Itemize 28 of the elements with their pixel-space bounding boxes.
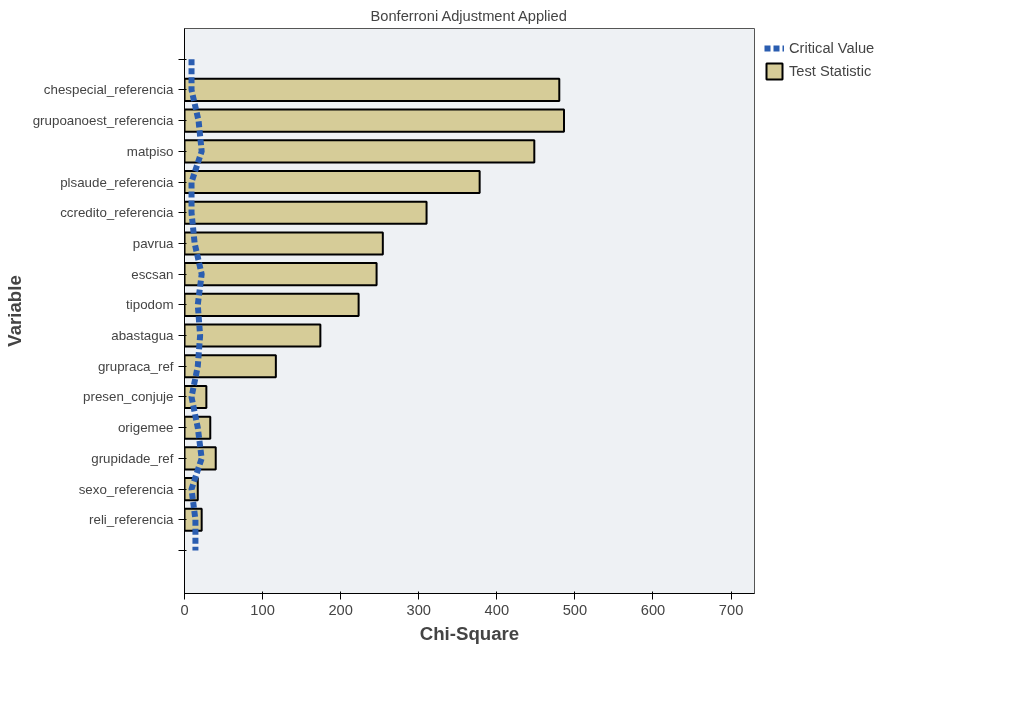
legend-label: Critical Value (789, 40, 875, 56)
y-tick-label: plsaude_referencia (60, 174, 175, 190)
y-tick-label: matpiso (126, 143, 174, 159)
x-tick-label: 600 (640, 601, 666, 618)
y-tick-label: tipodom (126, 297, 174, 313)
y-tick-label: abastagua (111, 328, 175, 344)
y-tick-label: grupidade_ref (91, 450, 174, 466)
x-tick-label: 0 (180, 601, 189, 618)
y-tick-label: ccredito_referencia (60, 205, 175, 221)
y-tick-label: presen_conjuje (83, 389, 174, 405)
chart-title: Bonferroni Adjustment Applied (370, 7, 567, 24)
y-tick-label: reli_referencia (89, 512, 175, 528)
y-tick-label: pavrua (132, 235, 175, 251)
y-tick-label: sexo_referencia (78, 481, 175, 497)
y-tick-label: escsan (131, 266, 174, 282)
y-axis-title: Variable (3, 275, 25, 347)
x-tick-label: 100 (250, 601, 275, 618)
y-tick-label: grupoanoest_referencia (32, 113, 175, 129)
y-tick-label: grupraca_ref (97, 358, 174, 374)
x-tick-label: 700 (718, 601, 744, 618)
y-tick-label: chespecial_referencia (43, 82, 175, 98)
x-tick-label: 400 (484, 601, 510, 618)
x-tick-label: 200 (328, 601, 353, 618)
x-tick-label: 500 (562, 601, 588, 618)
x-tick-label: 300 (406, 601, 431, 618)
x-axis-title: Chi-Square (419, 622, 520, 644)
legend-label: Test Statistic (789, 63, 872, 79)
y-tick-label: origemee (117, 420, 174, 436)
